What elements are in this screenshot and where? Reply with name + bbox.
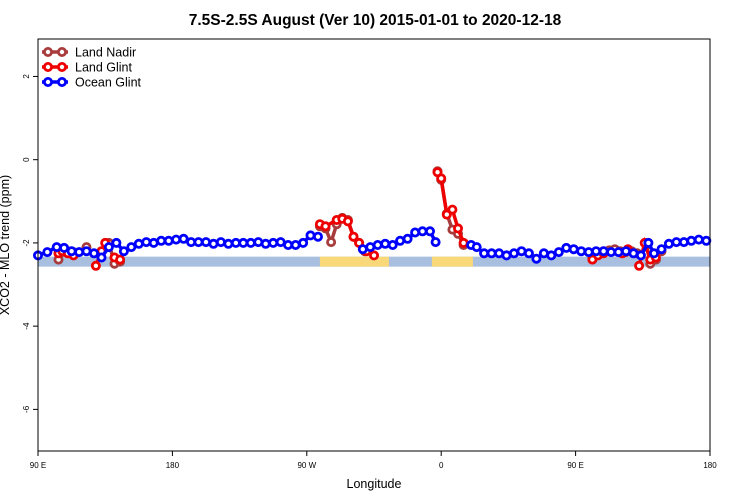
y-tick-label: 0 — [22, 157, 31, 162]
legend-swatch-point — [43, 47, 54, 58]
data-point — [215, 237, 226, 248]
x-tick-label: 90 E — [567, 461, 583, 470]
legend-swatch-point — [57, 77, 68, 88]
data-point — [568, 244, 579, 255]
series-land-glint — [53, 167, 661, 271]
data-point — [634, 260, 645, 271]
series-ocean-glint — [33, 226, 712, 264]
x-axis-title: Longitude — [347, 477, 402, 491]
data-point — [342, 216, 353, 227]
legend-item: Land Nadir — [42, 46, 136, 60]
data-point — [649, 248, 660, 259]
data-point — [372, 239, 383, 250]
y-tick-label: -6 — [22, 405, 31, 413]
data-point — [66, 246, 77, 257]
data-point — [96, 252, 107, 263]
plot-frame — [37, 38, 711, 452]
data-point — [471, 242, 482, 253]
data-point — [320, 221, 331, 232]
legend-item: Land Glint — [42, 61, 133, 75]
data-point — [223, 238, 234, 249]
x-tick-label: 180 — [166, 461, 180, 470]
data-point — [312, 231, 323, 242]
data-point — [42, 247, 53, 258]
data-point — [523, 248, 534, 259]
x-tick-label: 0 — [439, 461, 444, 470]
data-point — [380, 238, 391, 249]
data-point — [663, 238, 674, 249]
data-point — [200, 237, 211, 248]
legend-item: Ocean Glint — [42, 76, 142, 90]
land-band — [319, 256, 389, 267]
data-point — [59, 242, 70, 253]
legend-label: Ocean Glint — [75, 76, 142, 90]
data-point — [436, 173, 447, 184]
data-point — [430, 237, 441, 248]
data-point — [111, 237, 122, 248]
data-point — [178, 233, 189, 244]
legend-swatch-point — [57, 47, 68, 58]
series-layer — [33, 166, 712, 271]
data-point — [171, 234, 182, 245]
data-point — [686, 235, 697, 246]
y-axis: 2 0 -2 -4 -6 — [22, 74, 38, 413]
data-point — [115, 254, 126, 265]
data-point — [561, 242, 572, 253]
data-point — [656, 244, 667, 255]
data-point — [368, 250, 379, 261]
data-point — [402, 233, 413, 244]
land-band — [431, 256, 473, 267]
data-point — [268, 237, 279, 248]
x-tick-label: 90 W — [297, 461, 316, 470]
legend-swatch-point — [43, 77, 54, 88]
data-point — [410, 227, 421, 238]
data-point — [693, 234, 704, 245]
data-point — [447, 204, 458, 215]
data-point — [635, 250, 646, 261]
x-tick-label: 180 — [703, 461, 717, 470]
data-point — [452, 223, 463, 234]
data-point — [598, 246, 609, 257]
data-point — [326, 237, 337, 248]
surface-band — [38, 256, 710, 267]
data-point — [103, 242, 114, 253]
data-point — [643, 237, 654, 248]
legend-swatch-point — [57, 62, 68, 73]
data-point — [395, 235, 406, 246]
legend-label: Land Glint — [75, 61, 133, 75]
legend-swatch-point — [43, 62, 54, 73]
data-point — [553, 247, 564, 258]
data-point — [546, 250, 557, 261]
data-point — [298, 237, 309, 248]
data-point — [348, 231, 359, 242]
y-tick-label: -2 — [22, 239, 31, 247]
data-point — [245, 237, 256, 248]
data-point — [531, 253, 542, 264]
data-point — [89, 248, 100, 259]
data-point — [613, 247, 624, 258]
chart-title: 7.5S-2.5S August (Ver 10) 2015-01-01 to … — [189, 12, 562, 29]
data-point — [133, 238, 144, 249]
y-tick-label: 2 — [22, 74, 31, 79]
data-point — [678, 237, 689, 248]
y-axis-title: XCO2 - MLO trend (ppm) — [0, 175, 12, 315]
data-point — [305, 230, 316, 241]
x-tick-label: 90 E — [30, 461, 46, 470]
data-point — [701, 235, 712, 246]
data-point — [126, 242, 137, 253]
y-tick-label: -4 — [22, 322, 31, 330]
data-point — [118, 246, 129, 257]
data-point — [424, 226, 435, 237]
data-point — [260, 238, 271, 249]
data-point — [163, 235, 174, 246]
data-point — [387, 239, 398, 250]
x-axis: 90 E 180 90 W 0 90 E 180 — [30, 451, 717, 470]
data-point — [90, 260, 101, 271]
data-point — [576, 246, 587, 257]
legend-label: Land Nadir — [75, 46, 136, 60]
